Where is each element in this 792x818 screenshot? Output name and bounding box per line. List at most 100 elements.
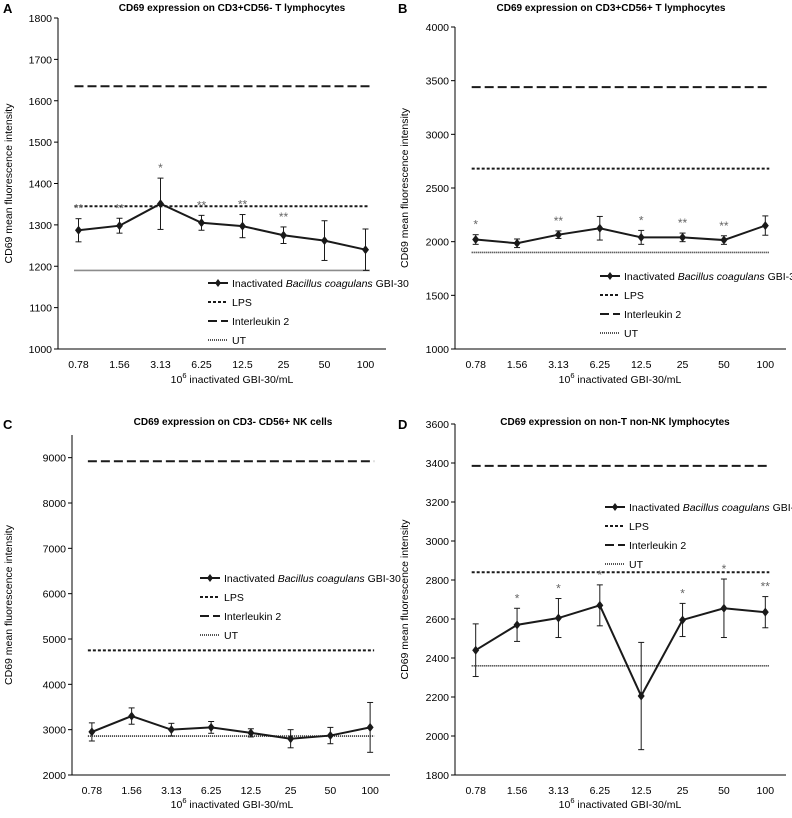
legend: Inactivated Bacillus coagulans GBI-30 LPS…	[208, 278, 409, 347]
x-tick-label: 3.13	[548, 359, 569, 371]
data-point	[679, 232, 687, 242]
legend-label-series: Inactivated Bacillus coagulans GBI-30	[624, 271, 792, 283]
data-point	[596, 223, 604, 233]
panel-label: C	[3, 417, 13, 432]
panel-a: A CD69 expression on CD3+CD56- T lymphocy…	[3, 1, 409, 386]
y-tick-label: 3500	[426, 76, 450, 88]
legend: Inactivated Bacillus coagulans GBI-30 LPS…	[600, 271, 792, 340]
y-tick-label: 1000	[426, 344, 450, 356]
x-tick-label: 100	[757, 359, 775, 371]
y-tick-label: 1000	[29, 344, 53, 356]
x-tick-label: 3.13	[548, 785, 569, 797]
series-line	[475, 604, 766, 699]
legend-label-series: Inactivated Bacillus coagulans GBI-30	[224, 573, 401, 585]
panel-label: B	[398, 1, 407, 16]
significance-marker: **	[74, 202, 84, 216]
chart-title: CD69 expression on CD3+CD56+ T lymphocyt…	[497, 3, 726, 14]
y-tick-label: 3000	[426, 129, 450, 141]
x-tick-label: 6.25	[191, 359, 212, 371]
y-tick-label: 2000	[426, 237, 450, 249]
data-point	[637, 691, 645, 701]
x-tick-label: 12.5	[631, 785, 652, 797]
y-tick-label: 1200	[29, 261, 53, 273]
x-tick-label: 25	[677, 785, 689, 797]
data-point	[513, 620, 521, 630]
data-point	[761, 221, 769, 231]
significance-marker: **	[761, 580, 771, 594]
y-axis-title: CD69 mean fluorescence intensity	[3, 103, 15, 264]
x-tick-label: 1.56	[109, 359, 130, 371]
x-tick-label: 0.78	[82, 785, 103, 797]
panel-label: A	[3, 1, 13, 16]
significance-marker: *	[556, 582, 561, 596]
legend-label: UT	[224, 630, 239, 642]
legend-label-series: Inactivated Bacillus coagulans GBI-30	[629, 502, 792, 514]
y-tick-label: 6000	[43, 589, 67, 601]
x-tick-label: 50	[319, 359, 331, 371]
y-tick-label: 2800	[426, 575, 450, 587]
x-tick-label: 25	[278, 359, 290, 371]
x-tick-label: 6.25	[590, 359, 611, 371]
legend-marker	[207, 574, 213, 582]
significance-marker: **	[554, 214, 564, 228]
data-point	[472, 235, 480, 245]
data-point	[321, 236, 328, 246]
x-tick-label: 12.5	[631, 359, 652, 371]
legend-label: Interleukin 2	[624, 309, 681, 321]
significance-marker: **	[678, 216, 688, 230]
data-point	[280, 230, 287, 240]
y-tick-label: 2000	[426, 731, 450, 743]
y-axis-title: CD69 mean fluorescence intensity	[3, 524, 15, 685]
x-tick-label: 50	[718, 785, 730, 797]
legend-label: UT	[624, 328, 639, 340]
x-tick-label: 25	[285, 785, 297, 797]
y-tick-label: 2200	[426, 692, 450, 704]
y-tick-label: 7000	[43, 543, 67, 555]
data-point	[366, 722, 374, 732]
y-tick-label: 1300	[29, 220, 53, 232]
data-point	[88, 727, 96, 737]
y-tick-label: 1800	[29, 13, 53, 25]
y-tick-label: 2000	[43, 770, 67, 782]
data-point	[554, 230, 562, 240]
x-tick-label: 12.5	[241, 785, 262, 797]
x-tick-label: 0.78	[465, 359, 486, 371]
x-tick-label: 1.56	[507, 785, 528, 797]
x-tick-label: 1.56	[121, 785, 142, 797]
significance-marker: *	[597, 568, 602, 582]
x-tick-label: 50	[325, 785, 337, 797]
x-axis-title: 106 inactivated GBI-30/mL	[171, 371, 294, 386]
legend-label-series: Inactivated Bacillus coagulans GBI-30	[232, 278, 409, 290]
x-axis-title: 106 inactivated GBI-30/mL	[171, 796, 294, 811]
x-tick-label: 12.5	[232, 359, 253, 371]
y-tick-label: 1100	[29, 303, 52, 315]
y-tick-label: 3000	[426, 536, 450, 548]
x-tick-label: 50	[718, 359, 730, 371]
data-point	[157, 199, 164, 209]
x-tick-label: 6.25	[590, 785, 611, 797]
x-tick-label: 25	[677, 359, 689, 371]
data-point	[167, 725, 175, 735]
y-tick-label: 3200	[426, 497, 450, 509]
chart-title: CD69 expression on non-T non-NK lymphocy…	[500, 417, 730, 428]
data-point	[761, 607, 769, 617]
data-point	[720, 235, 728, 245]
data-point	[198, 218, 205, 228]
x-tick-label: 3.13	[161, 785, 182, 797]
y-axis-title: CD69 mean fluorescence intensity	[399, 519, 411, 680]
significance-marker: **	[197, 198, 207, 212]
significance-marker: *	[680, 586, 685, 600]
panel-b: B CD69 expression on CD3+CD56+ T lymphocy…	[398, 1, 792, 386]
significance-marker: **	[238, 198, 248, 212]
legend-label: UT	[232, 335, 247, 347]
y-tick-label: 3600	[426, 419, 450, 431]
series-line	[78, 202, 366, 251]
significance-marker: *	[639, 213, 644, 227]
x-tick-label: 0.78	[465, 785, 486, 797]
significance-marker: *	[515, 591, 520, 605]
panel-d: D CD69 expression on non-T non-NK lymphoc…	[398, 417, 792, 811]
data-point	[128, 711, 136, 721]
data-point	[596, 600, 604, 610]
